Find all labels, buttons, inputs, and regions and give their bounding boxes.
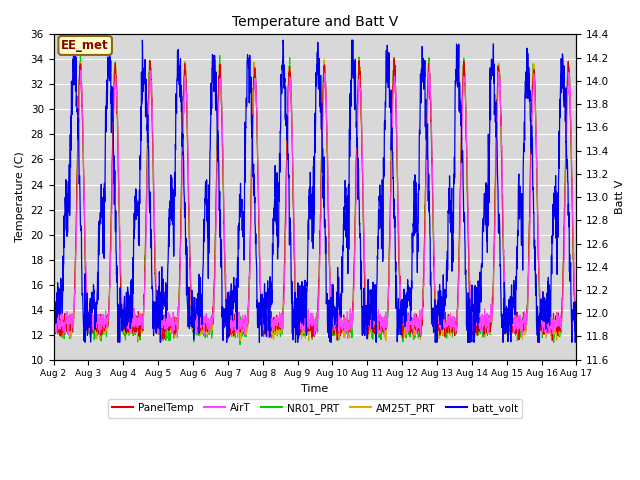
AM25T_PRT	[342, 321, 349, 326]
batt_volt	[573, 315, 580, 321]
AM25T_PRT	[541, 328, 549, 334]
PanelTemp	[573, 327, 580, 333]
NR01_PRT	[216, 52, 223, 58]
batt_volt	[527, 116, 534, 122]
NR01_PRT	[330, 331, 338, 336]
batt_volt	[342, 190, 349, 196]
Line: AirT: AirT	[54, 65, 577, 340]
Text: EE_met: EE_met	[61, 39, 109, 52]
NR01_PRT	[50, 327, 58, 333]
AirT	[330, 322, 338, 327]
AM25T_PRT	[527, 153, 534, 158]
batt_volt	[81, 339, 89, 345]
AirT	[467, 308, 475, 313]
Y-axis label: Batt V: Batt V	[615, 180, 625, 214]
batt_volt	[139, 37, 147, 43]
NR01_PRT	[467, 322, 475, 327]
PanelTemp	[541, 321, 549, 326]
AM25T_PRT	[355, 56, 363, 62]
NR01_PRT	[573, 326, 580, 332]
batt_volt	[196, 279, 204, 285]
PanelTemp	[330, 330, 338, 336]
Y-axis label: Temperature (C): Temperature (C)	[15, 152, 25, 242]
Line: PanelTemp: PanelTemp	[54, 59, 577, 340]
NR01_PRT	[342, 324, 349, 329]
NR01_PRT	[236, 342, 244, 348]
AirT	[541, 321, 549, 327]
PanelTemp	[50, 313, 58, 319]
AirT	[573, 312, 580, 318]
X-axis label: Time: Time	[301, 384, 328, 394]
PanelTemp	[390, 56, 398, 62]
AM25T_PRT	[573, 329, 580, 335]
Line: batt_volt: batt_volt	[54, 40, 577, 342]
Line: NR01_PRT: NR01_PRT	[54, 55, 577, 345]
batt_volt	[467, 322, 475, 327]
Line: AM25T_PRT: AM25T_PRT	[54, 59, 577, 341]
AirT	[527, 190, 534, 196]
batt_volt	[50, 318, 58, 324]
AM25T_PRT	[195, 317, 203, 323]
batt_volt	[541, 299, 549, 304]
AirT	[410, 337, 417, 343]
PanelTemp	[467, 317, 475, 323]
AirT	[341, 319, 349, 325]
PanelTemp	[548, 337, 556, 343]
AM25T_PRT	[467, 317, 475, 323]
PanelTemp	[195, 331, 203, 337]
NR01_PRT	[527, 155, 534, 161]
NR01_PRT	[195, 323, 203, 328]
batt_volt	[330, 305, 338, 311]
Title: Temperature and Batt V: Temperature and Batt V	[232, 15, 398, 29]
AM25T_PRT	[50, 322, 58, 328]
AirT	[50, 312, 58, 318]
PanelTemp	[341, 321, 349, 327]
NR01_PRT	[541, 325, 549, 331]
AM25T_PRT	[330, 323, 338, 328]
AirT	[195, 321, 203, 326]
AM25T_PRT	[305, 338, 313, 344]
PanelTemp	[527, 164, 534, 169]
AirT	[426, 62, 433, 68]
Legend: PanelTemp, AirT, NR01_PRT, AM25T_PRT, batt_volt: PanelTemp, AirT, NR01_PRT, AM25T_PRT, ba…	[108, 399, 522, 418]
